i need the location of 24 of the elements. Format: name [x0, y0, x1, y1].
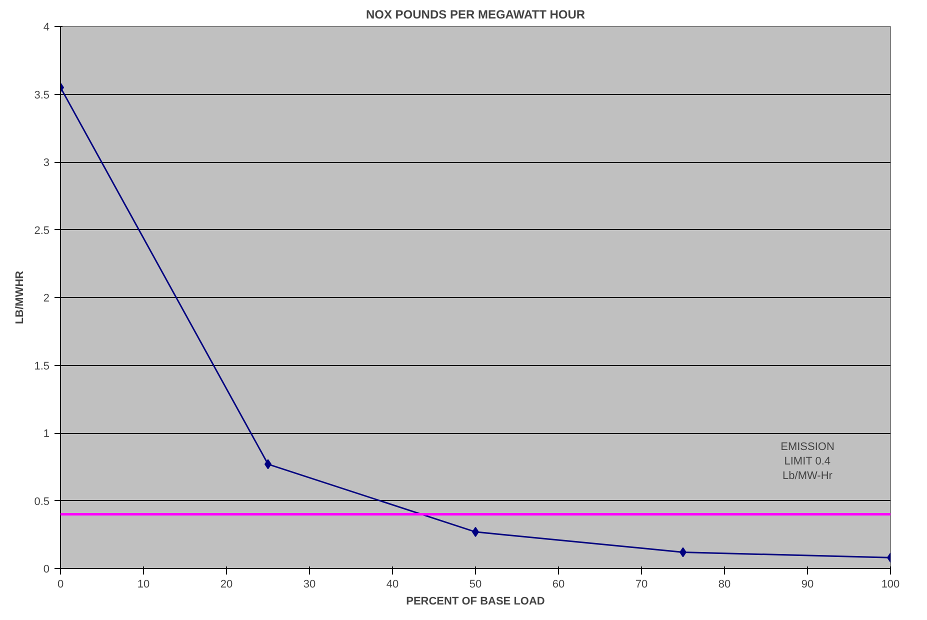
- x-tick-label: 90: [801, 578, 814, 590]
- x-axis-title: PERCENT OF BASE LOAD: [406, 596, 545, 608]
- y-tick-label: 2.5: [34, 224, 50, 237]
- x-tick-label: 40: [386, 578, 399, 590]
- y-tick-label: 3: [43, 157, 50, 169]
- y-axis-title: LB/MWHR: [14, 270, 26, 324]
- x-tick-label: 10: [137, 578, 150, 590]
- y-tick-label: 1.5: [34, 360, 50, 372]
- x-tick-label: 60: [552, 578, 565, 590]
- y-tick-label: 0.5: [34, 496, 50, 508]
- y-tick-label: 1: [43, 428, 50, 440]
- y-tick-label: 3.5: [34, 89, 50, 102]
- y-tick-label: 4: [43, 22, 50, 34]
- chart-title: NOX POUNDS PER MEGAWATT HOUR: [366, 8, 586, 22]
- x-tick-label: 50: [469, 578, 482, 590]
- x-tick-label: 30: [303, 578, 316, 590]
- ref-line-label: EMISSION LIMIT 0.4 Lb/MW-Hr: [780, 440, 834, 482]
- x-tick-label: 20: [220, 578, 233, 590]
- y-tick-label: 2: [43, 292, 50, 304]
- x-tick-label: 100: [881, 578, 900, 590]
- y-tick-label: 0: [43, 564, 50, 576]
- x-tick-label: 80: [718, 578, 731, 590]
- x-tick-label: 70: [635, 578, 648, 590]
- x-tick-label: 0: [57, 578, 64, 590]
